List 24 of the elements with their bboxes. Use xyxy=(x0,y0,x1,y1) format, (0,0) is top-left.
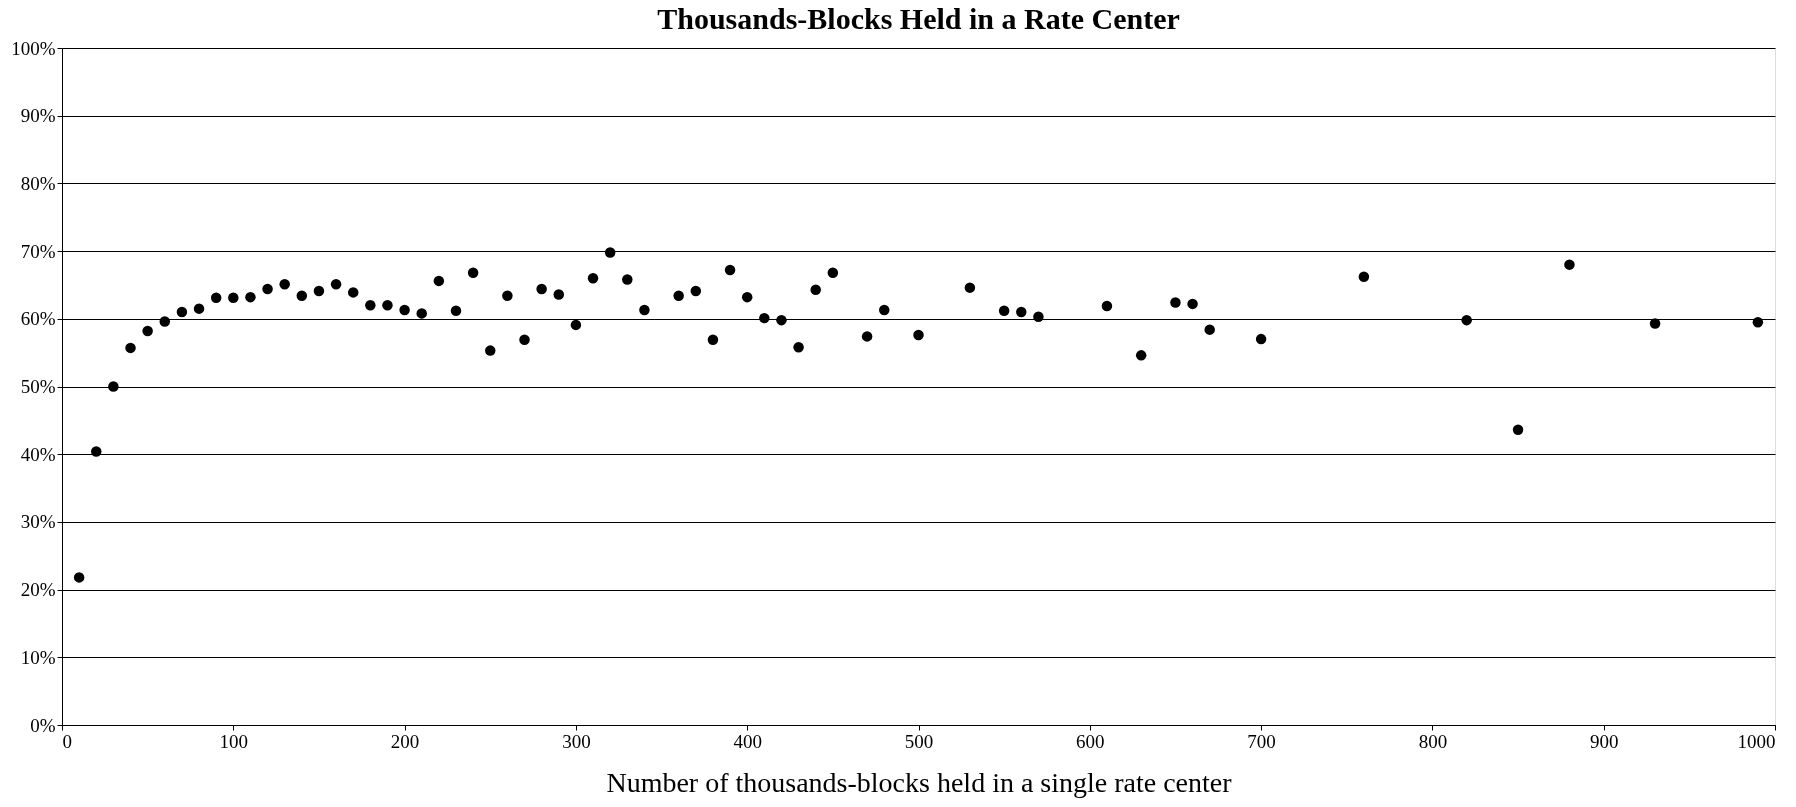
y-tick-label: 0% xyxy=(30,714,56,736)
x-tick-label: 100 xyxy=(219,730,249,752)
x-tick-label: 900 xyxy=(1589,730,1619,752)
x-tick-label: 0 xyxy=(62,730,72,752)
x-tick-label: 400 xyxy=(733,730,762,752)
y-tick-label: 90% xyxy=(20,105,56,127)
y-tick-label: 20% xyxy=(20,579,56,601)
y-tick-label: 80% xyxy=(20,172,56,194)
y-tick-label: 10% xyxy=(20,646,56,668)
x-tick-label: 800 xyxy=(1418,730,1448,752)
x-tick-label: 1000 xyxy=(1737,730,1776,752)
y-tick-label: 60% xyxy=(20,308,56,330)
y-tick-label: 100% xyxy=(11,37,56,59)
x-tick-label: 700 xyxy=(1247,730,1276,752)
x-tick-label: 200 xyxy=(390,730,420,752)
y-tick-label: 70% xyxy=(20,240,56,262)
y-tick-label: 50% xyxy=(20,376,56,397)
x-tick-label: 500 xyxy=(904,730,934,752)
chart-title: Thousands-Blocks Held in a Rate Center xyxy=(657,2,1180,35)
y-tick-label: 40% xyxy=(20,443,56,465)
x-tick-label: 600 xyxy=(1076,730,1105,752)
x-axis-title: Number of thousands-blocks held in a single rate center xyxy=(606,766,1233,798)
y-tick-label: 30% xyxy=(20,511,56,533)
x-tick-label: 300 xyxy=(562,730,591,752)
